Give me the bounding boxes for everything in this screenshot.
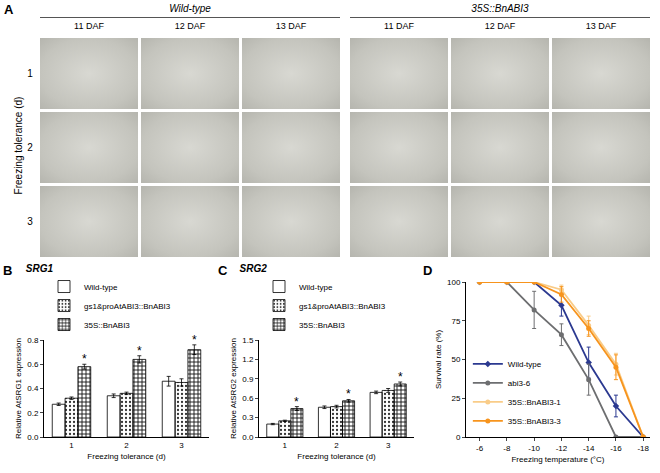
svg-text:SRG1: SRG1 xyxy=(26,263,54,274)
svg-text:1: 1 xyxy=(283,441,288,450)
svg-text:0.9: 0.9 xyxy=(242,375,254,384)
svg-text:35S::BnABI3: 35S::BnABI3 xyxy=(299,321,345,330)
svg-text:75: 75 xyxy=(451,317,460,326)
svg-text:-10: -10 xyxy=(528,444,540,453)
svg-text:*: * xyxy=(294,395,299,409)
svg-text:abi3-6: abi3-6 xyxy=(508,379,531,388)
svg-text:gs1&proAtABI3::BnABI3: gs1&proAtABI3::BnABI3 xyxy=(299,302,386,311)
svg-text:Wild-type: Wild-type xyxy=(508,360,542,369)
html-text:35S::BnABI3: 35S::BnABI3 xyxy=(471,3,529,14)
svg-text:3: 3 xyxy=(179,441,184,450)
svg-text:Freezing tolerance (d): Freezing tolerance (d) xyxy=(297,452,376,461)
html-text:Wild-type: Wild-type xyxy=(169,3,211,14)
svg-text:0.0: 0.0 xyxy=(242,433,254,442)
svg-text:0.2: 0.2 xyxy=(27,409,39,418)
svg-text:0.8: 0.8 xyxy=(27,336,39,345)
svg-text:-12: -12 xyxy=(556,444,568,453)
svg-text:Freezing temperature (°C): Freezing temperature (°C) xyxy=(511,455,604,464)
html-text:12 DAF: 12 DAF xyxy=(484,21,516,31)
svg-text:3: 3 xyxy=(386,441,391,450)
svg-text:35S::BnABI3-1: 35S::BnABI3-1 xyxy=(508,398,561,407)
html-text:11 DAF: 11 DAF xyxy=(74,21,104,31)
html-text:C: C xyxy=(218,263,228,278)
svg-text:2: 2 xyxy=(124,441,129,450)
html-text:2: 2 xyxy=(27,141,33,153)
html-text:3: 3 xyxy=(27,215,33,227)
html-text:B: B xyxy=(3,263,13,278)
html-text:1: 1 xyxy=(27,67,33,79)
svg-text:-16: -16 xyxy=(610,444,622,453)
svg-text:Relative AtSRG1 expression: Relative AtSRG1 expression xyxy=(14,338,23,439)
svg-text:50: 50 xyxy=(451,355,460,364)
svg-text:Survival rate (%): Survival rate (%) xyxy=(434,330,443,389)
html-text:D: D xyxy=(423,263,433,278)
svg-text:-18: -18 xyxy=(637,444,649,453)
svg-text:*: * xyxy=(346,387,351,401)
svg-text:0.6: 0.6 xyxy=(27,360,39,369)
svg-text:*: * xyxy=(82,352,87,366)
svg-text:Relative AtSRG2 expression: Relative AtSRG2 expression xyxy=(229,338,238,439)
svg-text:-6: -6 xyxy=(476,444,484,453)
svg-text:0.6: 0.6 xyxy=(242,394,254,403)
svg-text:Wild-type: Wild-type xyxy=(299,283,333,292)
html-text:A: A xyxy=(4,2,14,17)
html-text:13 DAF: 13 DAF xyxy=(585,21,617,31)
svg-text:2: 2 xyxy=(334,441,339,450)
svg-text:*: * xyxy=(398,370,403,384)
svg-text:25: 25 xyxy=(451,394,460,403)
svg-text:0.0: 0.0 xyxy=(27,433,39,442)
svg-text:-8: -8 xyxy=(503,444,511,453)
svg-text:1.5: 1.5 xyxy=(242,336,254,345)
html-text:12 DAF: 12 DAF xyxy=(174,21,206,31)
svg-text:1.2: 1.2 xyxy=(242,355,254,364)
svg-text:Freezing tolerance (d): Freezing tolerance (d) xyxy=(87,452,166,461)
svg-text:Wild-type: Wild-type xyxy=(84,283,118,292)
svg-text:0.4: 0.4 xyxy=(27,384,39,393)
svg-text:1: 1 xyxy=(69,441,74,450)
svg-text:0: 0 xyxy=(456,433,461,442)
html-text:11 DAF: 11 DAF xyxy=(384,21,414,31)
html-text:13 DAF: 13 DAF xyxy=(275,21,307,31)
svg-text:SRG2: SRG2 xyxy=(240,263,268,274)
svg-text:35S::BnABI3-3: 35S::BnABI3-3 xyxy=(508,417,561,426)
svg-text:*: * xyxy=(137,344,142,358)
svg-text:100: 100 xyxy=(447,278,461,287)
svg-text:35S::BnABI3: 35S::BnABI3 xyxy=(84,321,130,330)
html-text:Freezing tolerance (d): Freezing tolerance (d) xyxy=(12,96,24,195)
svg-text:-14: -14 xyxy=(583,444,595,453)
svg-text:gs1&proAtABI3::BnABI3: gs1&proAtABI3::BnABI3 xyxy=(84,302,171,311)
svg-text:0.3: 0.3 xyxy=(242,413,254,422)
svg-text:*: * xyxy=(192,333,197,347)
